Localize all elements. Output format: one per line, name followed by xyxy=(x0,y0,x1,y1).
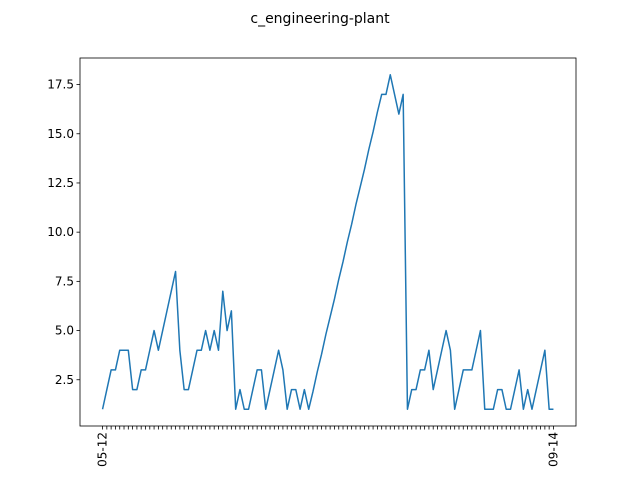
y-tick-label: 2.5 xyxy=(55,373,74,387)
x-tick-label: 05-12 xyxy=(96,432,110,467)
y-tick-label: 12.5 xyxy=(47,176,74,190)
y-tick-label: 5.0 xyxy=(55,324,74,338)
y-tick-label: 17.5 xyxy=(47,78,74,92)
chart-title: c_engineering-plant xyxy=(250,11,390,27)
x-tick-label: 09-14 xyxy=(546,432,560,467)
y-tick-label: 10.0 xyxy=(47,225,74,239)
line-series xyxy=(101,73,554,411)
axes-frame xyxy=(79,57,577,427)
y-tick-label: 7.5 xyxy=(55,274,74,288)
y-tick-label: 15.0 xyxy=(47,127,74,141)
